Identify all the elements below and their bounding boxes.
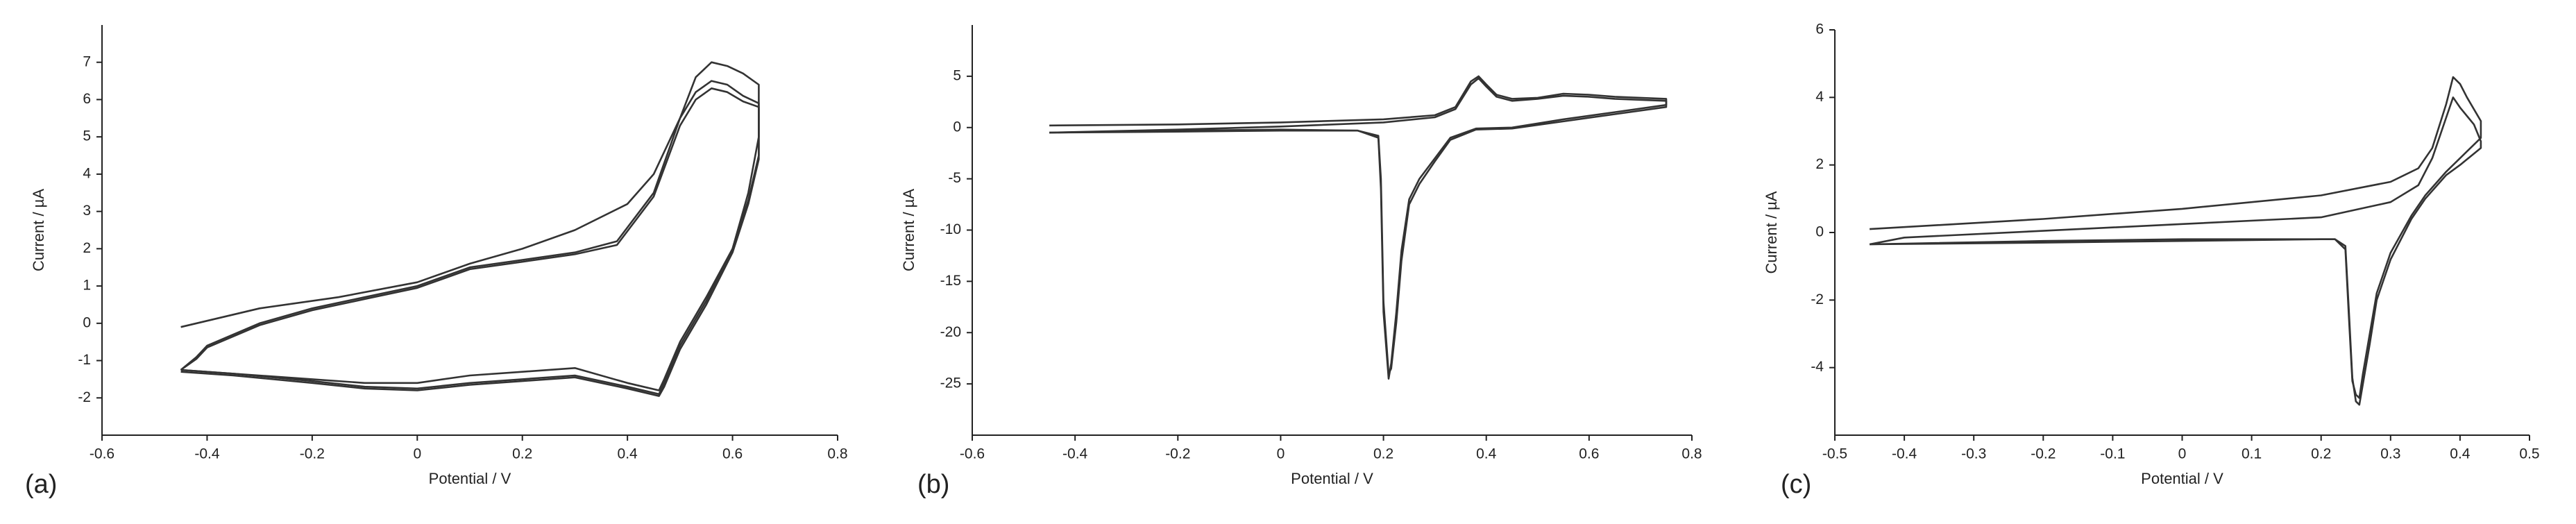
y-tick-label: -5 xyxy=(948,170,961,186)
x-tick-label: 0.2 xyxy=(512,446,532,462)
x-tick-label: -0.6 xyxy=(960,446,985,462)
panel: -25 -20 -15 -10 -5 0 5 -0.6 -0.4 -0.2 0 0.2 0.4 0.6 0.… xyxy=(900,25,1702,499)
x-tick-label: 0.8 xyxy=(1681,446,1702,462)
y-tick-label: 2 xyxy=(83,240,91,256)
x-tick-label: 0 xyxy=(413,446,421,462)
x-tick-label: 0.8 xyxy=(827,446,847,462)
cv-curve xyxy=(1869,96,2482,406)
cv-curve xyxy=(180,80,760,396)
x-tick-label: -0.3 xyxy=(1961,446,1986,462)
x-tick-label: 0.2 xyxy=(1373,446,1393,462)
panel-label: (a) xyxy=(25,470,57,499)
y-tick-label: -25 xyxy=(940,375,961,391)
panel: -2 -1 0 1 2 3 4 5 6 7 -0.6 -0.4 -0.2 0 0.2 0.4 0.6 0.8 Pot… xyxy=(25,25,848,499)
cv-curve xyxy=(1049,75,1668,380)
y-tick-label: -2 xyxy=(78,389,91,405)
y-tick-label: 7 xyxy=(83,53,91,69)
y-axis-label: Current / µA xyxy=(1763,191,1780,273)
cv-curve xyxy=(1870,76,2482,399)
x-tick-label: 0.4 xyxy=(618,446,638,462)
y-axis-label: Current / µA xyxy=(30,189,47,271)
x-tick-label: -0.2 xyxy=(1165,446,1190,462)
cv-curve xyxy=(180,61,760,391)
x-tick-label: 0.5 xyxy=(2519,446,2539,462)
cv-curve xyxy=(180,87,760,397)
x-tick-label: 0.2 xyxy=(2311,446,2331,462)
x-tick-label: -0.2 xyxy=(300,446,325,462)
y-tick-label: -1 xyxy=(78,352,91,368)
y-tick-label: 4 xyxy=(1815,89,1824,105)
y-axis-label: Current / µA xyxy=(900,189,917,271)
x-tick-label: -0.4 xyxy=(1062,446,1088,462)
y-tick-label: 6 xyxy=(83,91,91,107)
y-tick-label: -10 xyxy=(940,221,961,237)
x-tick-label: 0.6 xyxy=(722,446,743,462)
x-tick-label: 0.4 xyxy=(2450,446,2471,462)
x-tick-label: -0.2 xyxy=(2031,446,2056,462)
y-tick-label: 0 xyxy=(83,314,91,330)
y-tick-label: -4 xyxy=(1811,359,1824,375)
y-tick-label: 0 xyxy=(1815,224,1824,240)
x-tick-label: 0 xyxy=(1277,446,1285,462)
y-tick-label: 1 xyxy=(83,278,91,294)
x-tick-label: -0.4 xyxy=(194,446,220,462)
x-tick-label: -0.6 xyxy=(90,446,115,462)
x-tick-label: 0.6 xyxy=(1579,446,1599,462)
y-tick-label: 5 xyxy=(953,67,961,83)
y-tick-label: -15 xyxy=(940,273,961,289)
x-axis-label: Potential / V xyxy=(2141,470,2223,487)
x-tick-label: 0.1 xyxy=(2242,446,2262,462)
cv-curve xyxy=(1049,77,1668,375)
y-tick-label: -2 xyxy=(1811,291,1824,307)
y-tick-label: -20 xyxy=(940,324,961,340)
x-axis-label: Potential / V xyxy=(1291,470,1373,487)
x-tick-label: 0.3 xyxy=(2380,446,2400,462)
x-tick-label: -0.4 xyxy=(1892,446,1917,462)
panel-label: (b) xyxy=(917,470,949,499)
y-tick-label: 6 xyxy=(1815,22,1824,37)
x-tick-label: -0.1 xyxy=(2100,446,2125,462)
x-axis-label: Potential / V xyxy=(429,470,511,487)
y-tick-label: 0 xyxy=(953,119,961,135)
y-tick-label: 2 xyxy=(1815,156,1824,172)
y-tick-label: 4 xyxy=(83,165,91,181)
x-tick-label: 0.4 xyxy=(1476,446,1497,462)
x-tick-label: -0.5 xyxy=(1822,446,1847,462)
panel: -4 -2 0 2 4 6 -0.5 -0.4 -0.3 -0.2 -0.1 0 0.1 0.2 0.3 0.… xyxy=(1763,22,2540,499)
y-tick-label: 5 xyxy=(83,128,91,144)
x-tick-label: 0 xyxy=(2178,446,2187,462)
y-tick-label: 3 xyxy=(83,203,91,219)
panel-label: (c) xyxy=(1781,470,1811,499)
